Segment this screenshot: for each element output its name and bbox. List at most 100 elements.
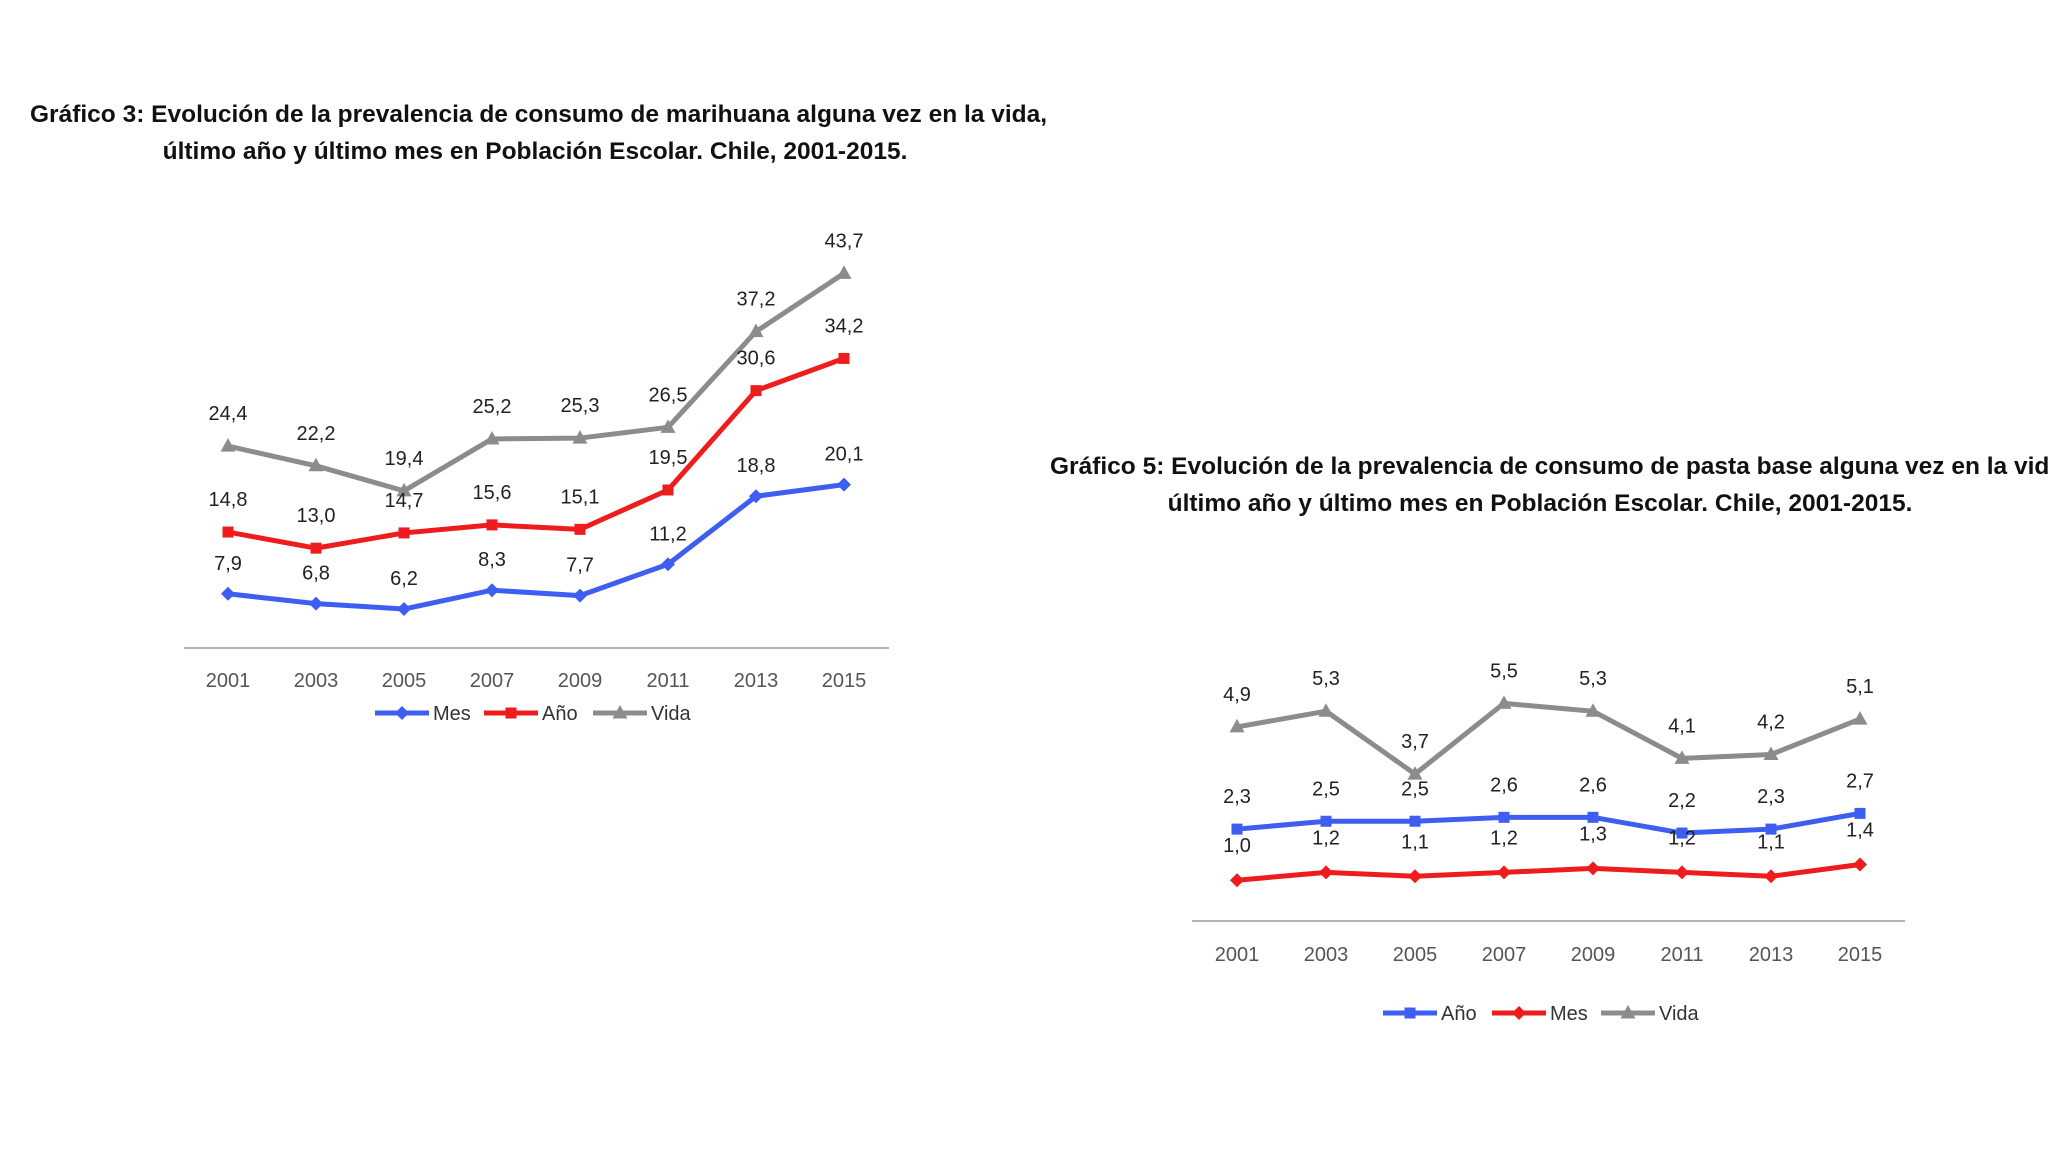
series-line-mes [1234,861,1863,883]
data-label: 1,2 [1312,827,1340,849]
series-line-ano [225,355,847,551]
data-point-vida [484,430,500,445]
data-point-mes [1230,873,1244,888]
legend-label: Vida [1659,1003,1700,1025]
data-point-mes [1497,865,1511,880]
data-point-vida [308,457,324,472]
data-point-mes [221,586,235,601]
x-tick-label: 2007 [470,670,515,692]
data-label: 3,7 [1401,731,1429,753]
data-label: 14,8 [209,489,248,511]
data-label: 5,3 [1312,668,1340,690]
data-label: 20,1 [825,444,864,466]
data-point-ano [1409,815,1421,827]
chart-1-title: Gráfico 3: Evolución de la prevalencia d… [30,96,1047,170]
x-tick-label: 2013 [734,670,779,692]
x-tick-label: 2009 [1571,944,1616,966]
x-tick-label: 2003 [1304,944,1349,966]
data-point-vida [572,430,588,444]
data-point-vida [1318,703,1334,717]
data-label: 19,4 [385,448,424,470]
data-point-ano [310,542,322,554]
data-label: 1,1 [1401,831,1429,853]
data-point-vida [1674,750,1690,764]
data-label: 19,5 [649,447,688,469]
data-label: 2,5 [1312,778,1340,800]
data-point-ano [486,519,498,531]
data-label: 7,9 [214,553,242,575]
data-label: 8,3 [478,549,506,571]
data-point-mes [485,583,499,598]
data-label: 5,1 [1846,676,1874,698]
data-point-ano [1231,823,1243,835]
data-label: 18,8 [737,455,776,477]
data-point-mes [837,477,851,492]
data-label: 14,7 [385,490,424,512]
legend-marker [612,705,628,719]
data-label: 15,6 [473,482,512,504]
legend-label: Vida [651,703,692,725]
series-line-ano [1234,810,1863,836]
legend-label: Año [1441,1003,1477,1025]
data-point-mes [1764,869,1778,884]
data-label: 24,4 [209,403,248,425]
series-line-mes [225,482,847,612]
data-label: 2,2 [1668,790,1696,812]
data-label: 30,6 [737,348,776,370]
data-point-ano [574,523,586,535]
data-label: 4,2 [1757,711,1785,733]
legend-label: Año [542,703,578,725]
data-point-vida [660,419,676,433]
data-point-vida [748,323,764,338]
data-point-vida [1852,711,1868,725]
x-tick-label: 2015 [1838,944,1883,966]
x-tick-label: 2001 [206,670,251,692]
data-point-mes [309,596,323,611]
chart-2-title: Gráfico 5: Evolución de la prevalencia d… [1050,448,2048,522]
data-point-ano [222,526,234,538]
data-point-vida [1585,703,1601,717]
x-tick-label: 2003 [294,670,339,692]
data-label: 4,1 [1668,715,1696,737]
legend-label: Mes [1550,1003,1588,1025]
data-label: 1,0 [1223,835,1251,857]
data-label: 13,0 [297,505,336,527]
series-line-vida [1234,700,1863,777]
data-point-ano [398,527,410,539]
data-label: 37,2 [737,289,776,311]
data-point-ano [1765,823,1777,835]
data-label: 4,9 [1223,684,1251,706]
data-point-mes [1853,857,1867,872]
data-point-vida [836,265,852,279]
data-label: 2,6 [1490,774,1518,796]
x-tick-label: 2013 [1749,944,1794,966]
data-label: 1,2 [1668,827,1696,849]
data-point-ano [1498,811,1510,823]
data-label: 34,2 [825,315,864,337]
chart-1-title-line-2: último año y último mes en Población Esc… [162,138,908,165]
legend-marker [395,706,409,720]
legend-marker [1512,1006,1526,1020]
data-point-mes [1586,861,1600,876]
data-point-vida [1407,766,1423,780]
legend-marker [1404,1007,1416,1019]
data-label: 6,2 [390,568,418,590]
data-point-mes [397,602,411,617]
data-point-mes [661,557,675,572]
data-label: 15,1 [561,486,600,508]
data-point-ano [1854,807,1866,819]
x-tick-label: 2015 [822,670,867,692]
legend-marker [505,707,517,719]
x-tick-label: 2009 [558,670,603,692]
data-point-vida [396,482,412,497]
data-label: 25,3 [561,395,600,417]
data-point-vida [1229,718,1245,733]
data-label: 1,3 [1579,823,1607,845]
data-label: 5,3 [1579,668,1607,690]
data-point-mes [1319,865,1333,880]
data-point-mes [1675,865,1689,880]
data-label: 43,7 [825,230,864,252]
data-label: 7,7 [566,555,594,577]
data-point-vida [1496,695,1512,709]
